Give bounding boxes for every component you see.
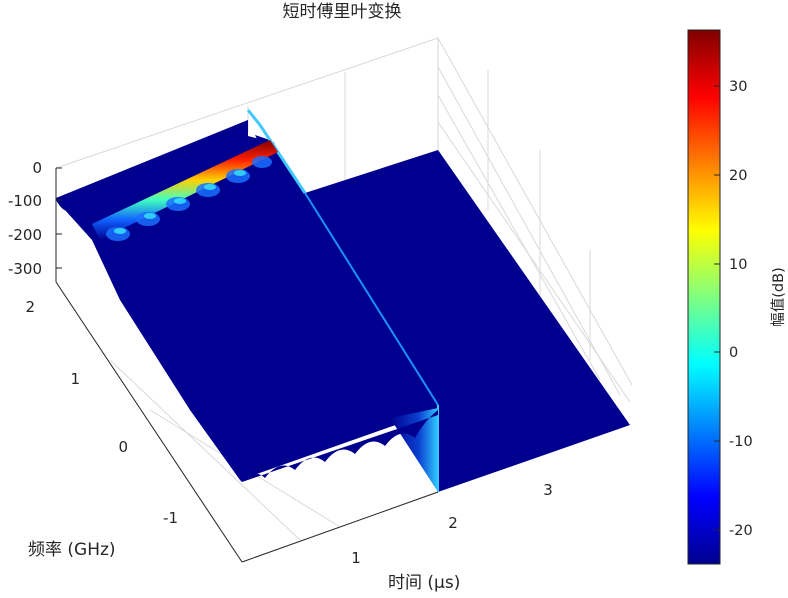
y-axis-label: 频率 (GHz) bbox=[28, 540, 116, 560]
colorbar: 30 20 10 0 -10 -20 幅值(dB) bbox=[687, 29, 787, 565]
left-block-top bbox=[56, 145, 438, 480]
axes-lines bbox=[55, 167, 439, 563]
colorbar-ticks bbox=[714, 85, 720, 531]
colorbar-label: 幅值(dB) bbox=[770, 267, 787, 326]
x-tick-1: 1 bbox=[351, 549, 361, 567]
back-scallops bbox=[56, 120, 248, 212]
x-tick-labels: 1 2 3 bbox=[351, 481, 553, 567]
z-tick-2: -200 bbox=[8, 226, 42, 244]
z-tick-1: -100 bbox=[8, 192, 42, 210]
y-tick-0: 0 bbox=[118, 438, 128, 456]
z-tick-labels: 0 -100 -200 -300 bbox=[8, 159, 42, 278]
colorbar-tick-neg10: -10 bbox=[729, 434, 753, 450]
y-tick-neg1: -1 bbox=[163, 509, 178, 527]
colorbar-gradient bbox=[687, 29, 721, 565]
ridge-edge bbox=[246, 109, 307, 194]
spectrogram-surface bbox=[56, 109, 630, 492]
y-tick-labels: 2 1 0 -1 bbox=[25, 298, 178, 527]
z-tick-0: 0 bbox=[32, 159, 42, 177]
x-tick-3: 3 bbox=[543, 481, 553, 499]
colorbar-tick-20: 20 bbox=[729, 168, 747, 184]
back-grid bbox=[55, 37, 633, 403]
z-tick-3: -300 bbox=[8, 260, 42, 278]
colorbar-tick-10: 10 bbox=[729, 257, 747, 273]
chart-title: 短时傅里叶变换 bbox=[283, 2, 402, 22]
front-scallops bbox=[240, 410, 438, 482]
colorbar-tick-30: 30 bbox=[729, 79, 747, 95]
y-tick-2: 2 bbox=[25, 298, 35, 316]
x-tick-2: 2 bbox=[448, 514, 458, 532]
colorbar-tick-0: 0 bbox=[729, 345, 738, 361]
ridge-edge-lower bbox=[304, 192, 439, 406]
x-axis-label: 时间 (μs) bbox=[388, 573, 460, 593]
colorbar-tick-neg20: -20 bbox=[729, 523, 753, 539]
floor-block bbox=[305, 150, 630, 492]
y-tick-1: 1 bbox=[70, 370, 80, 388]
lower-wall bbox=[390, 408, 438, 492]
lobe-highlights bbox=[114, 170, 246, 234]
